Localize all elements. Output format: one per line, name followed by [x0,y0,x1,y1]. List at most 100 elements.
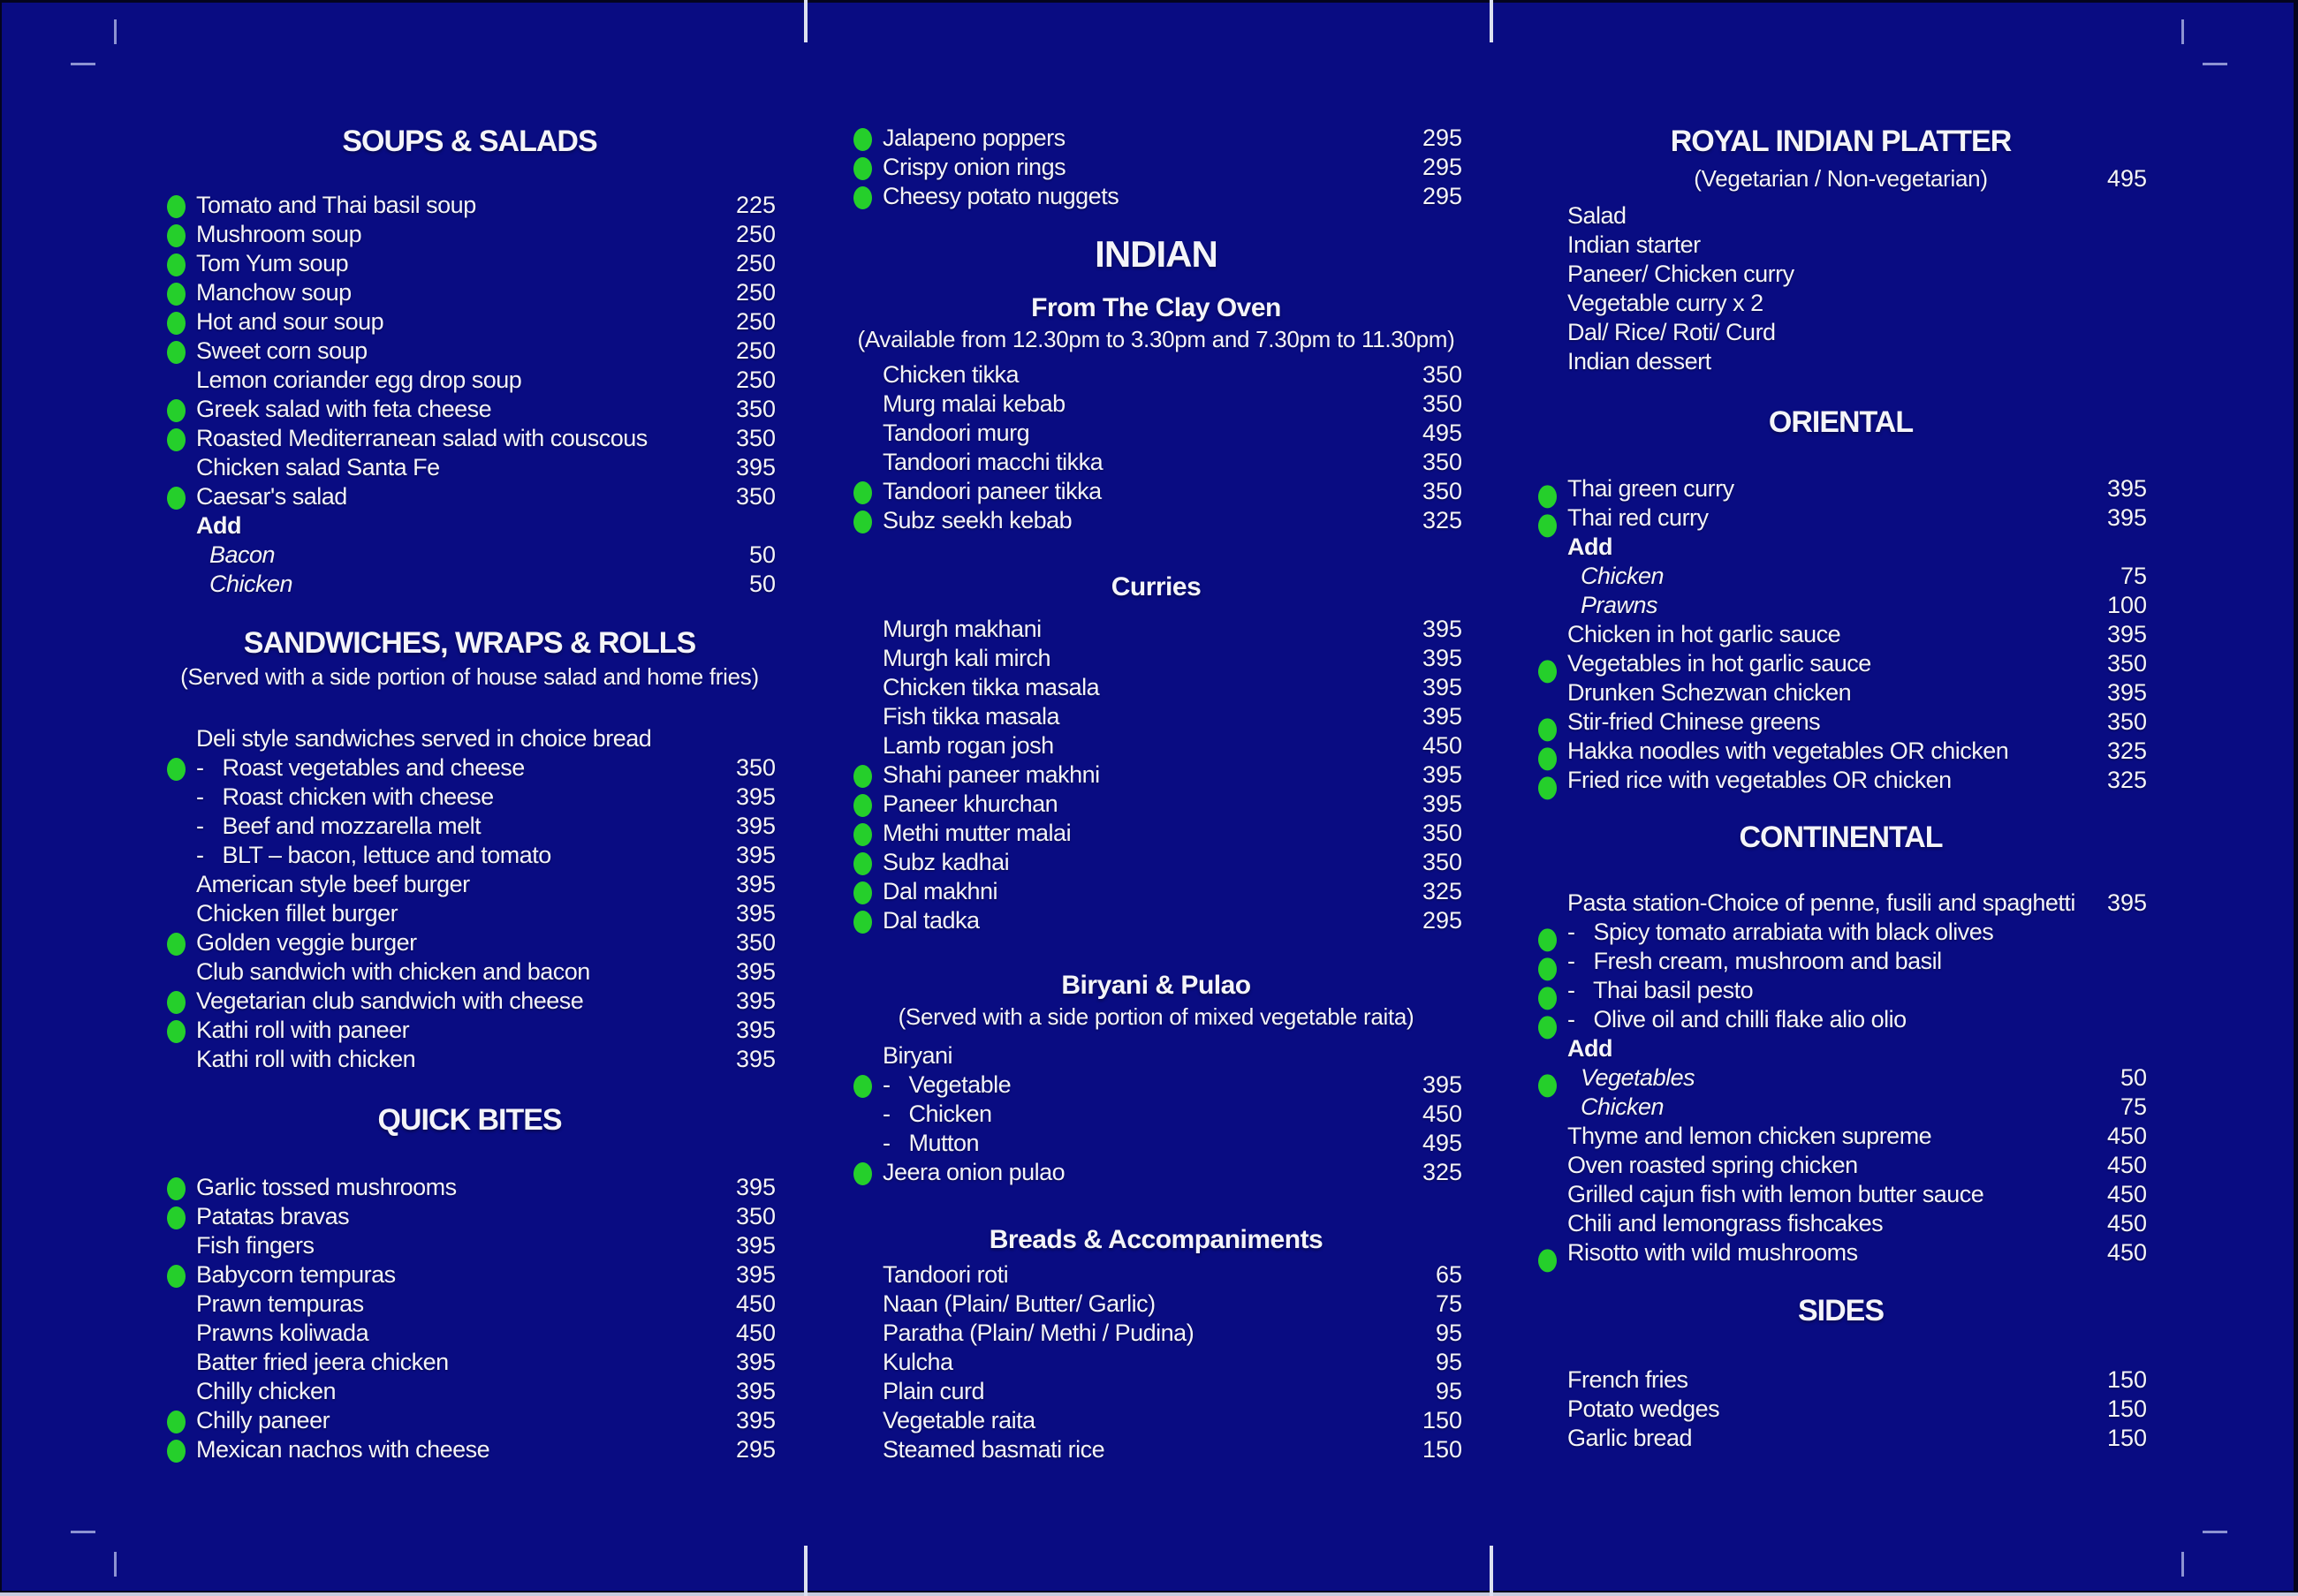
menu-item-row: Potato wedges 150 [1535,1395,2147,1424]
item-name: Add [1567,1035,1612,1062]
menu-item-row: Chili and lemongrass fishcakes 450 [1535,1209,2147,1238]
item-name: Mexican nachos with cheese [196,1436,490,1463]
item-price: 395 [2106,621,2147,647]
menu-item-row: Vegetable raita 150 [850,1406,1462,1435]
menu-item-row: Naan (Plain/ Butter/ Garlic) 75 [850,1290,1462,1319]
item-price: 295 [1422,907,1462,934]
menu-item-row: - Mutton 495 [850,1129,1462,1158]
item-name: Methi mutter malai [883,820,1072,846]
veg-indicator-icon [853,1074,872,1098]
fold-mark-icon [1490,0,1493,42]
item-name: - Chicken [883,1101,992,1127]
menu-item-row: American style beef burger 395 [163,870,776,899]
menu-item-row: Patatas bravas 350 [163,1202,776,1231]
spacer [1535,0,2147,122]
item-price: 395 [1422,674,1462,700]
menu-item-row: Tom Yum soup 250 [163,249,776,278]
item-name: Tandoori macchi tikka [883,449,1103,475]
menu-item-row: Thai red curry 395 [1535,503,2147,537]
item-name: Kulcha [883,1349,953,1375]
menu-item-row: Salad [1535,201,2147,231]
veg-indicator-icon [167,194,186,218]
item-name: Patatas bravas [196,1203,350,1229]
item-name: Vegetable curry x 2 [1567,290,1763,316]
veg-indicator-icon [853,851,872,875]
item-price: 95 [1435,1378,1462,1404]
veg-indicator-icon [1538,659,1557,683]
menu-item-row: - Thai basil pesto [1535,976,2147,1010]
item-name: Thyme and lemon chicken supreme [1567,1123,1932,1149]
item-price: 325 [2106,737,2147,764]
menu-item-row: Fish fingers 395 [163,1231,776,1260]
item-price: 95 [1435,1349,1462,1375]
spacer [1535,193,2147,201]
item-name: Indian starter [1567,231,1701,258]
item-name: Prawns koliwada [196,1320,369,1346]
spacer [163,691,776,724]
menu-item-row: Chicken fillet burger 395 [163,899,776,928]
veg-indicator-icon [853,156,872,180]
item-name: Naan (Plain/ Butter/ Garlic) [883,1290,1156,1317]
item-price: 395 [735,454,776,480]
spacer [163,1074,776,1101]
section-header: CONTINENTAL [1739,821,1943,854]
menu-item-row: Dal tadka 295 [850,906,1462,935]
item-price: 395 [735,813,776,839]
veg-indicator-icon [853,127,872,151]
menu-item-row: Lemon coriander egg drop soup 250 [163,366,776,395]
item-price: 495 [1422,420,1462,446]
item-price: 395 [2106,679,2147,706]
menu-item-row: Paneer/ Chicken curry [1535,260,2147,289]
menu-item-row: Hakka noodles with vegetables OR chicken… [1535,737,2147,770]
item-name: Cheesy potato nuggets [883,183,1119,209]
menu-item-row: Manchow soup 250 [163,278,776,307]
menu-column-middle: Jalapeno poppers 295 Crispy onion rings 295… [850,0,1462,1464]
item-name: Hot and sour soup [196,308,384,335]
crop-mark-icon [2203,1531,2227,1533]
item-name: - BLT – bacon, lettuce and tomato [196,842,551,868]
fold-mark-icon [804,1546,808,1596]
menu-item-row: Chicken in hot garlic sauce 395 [1535,620,2147,649]
item-name: - Mutton [883,1130,980,1156]
menu-item-row: Jalapeno poppers 295 [850,124,1462,153]
item-name: Greek salad with feta cheese [196,396,492,422]
item-price: 225 [735,192,776,218]
menu-item-row: Mexican nachos with cheese 295 [163,1435,776,1464]
item-name: Mushroom soup [196,221,362,247]
item-price: 295 [1422,154,1462,180]
item-price: 395 [735,1174,776,1200]
item-name: Drunken Schezwan chicken [1567,679,1852,706]
menu-item-row: Golden veggie burger 350 [163,928,776,957]
section-header: ORIENTAL [1768,405,1914,439]
item-name: Plain curd [883,1378,985,1404]
item-name: Fried rice with vegetables OR chicken [1567,767,1952,793]
item-name: Add [196,512,241,539]
menu-item-row: - Fresh cream, mushroom and basil [1535,947,2147,980]
item-price: 250 [735,279,776,306]
item-price: 395 [1422,790,1462,817]
spacer [850,604,1462,615]
item-price: 395 [735,1232,776,1259]
item-name: French fries [1567,1366,1688,1393]
menu-item-row: Chicken 50 [163,570,776,599]
menu-item-row: Add [1535,1034,2147,1063]
item-name: Garlic bread [1567,1425,1693,1451]
menu-item-row: Grilled cajun fish with lemon butter sau… [1535,1180,2147,1209]
item-name: Pasta station-Choice of penne, fusili an… [1567,889,2075,916]
item-name: Steamed basmati rice [883,1436,1105,1463]
item-name: - Beef and mozzarella melt [196,813,482,839]
fold-mark-icon [804,0,808,42]
veg-indicator-icon [167,253,186,276]
item-price: 450 [735,1290,776,1317]
item-price: 350 [735,929,776,956]
page-edge-bottom [0,1591,2298,1592]
menu-item-row: Subz kadhai 350 [850,848,1462,877]
item-price: 325 [2106,767,2147,793]
section-note: (Available from 12.30pm to 3.30pm and 7.… [857,326,1455,352]
item-price: 350 [735,483,776,510]
item-price: 150 [2106,1425,2147,1451]
item-name: Chilly paneer [196,1407,330,1433]
menu-item-row: Murg malai kebab 350 [850,390,1462,419]
crop-mark-icon [71,1531,95,1533]
menu-item-row: Cheesy potato nuggets 295 [850,182,1462,211]
